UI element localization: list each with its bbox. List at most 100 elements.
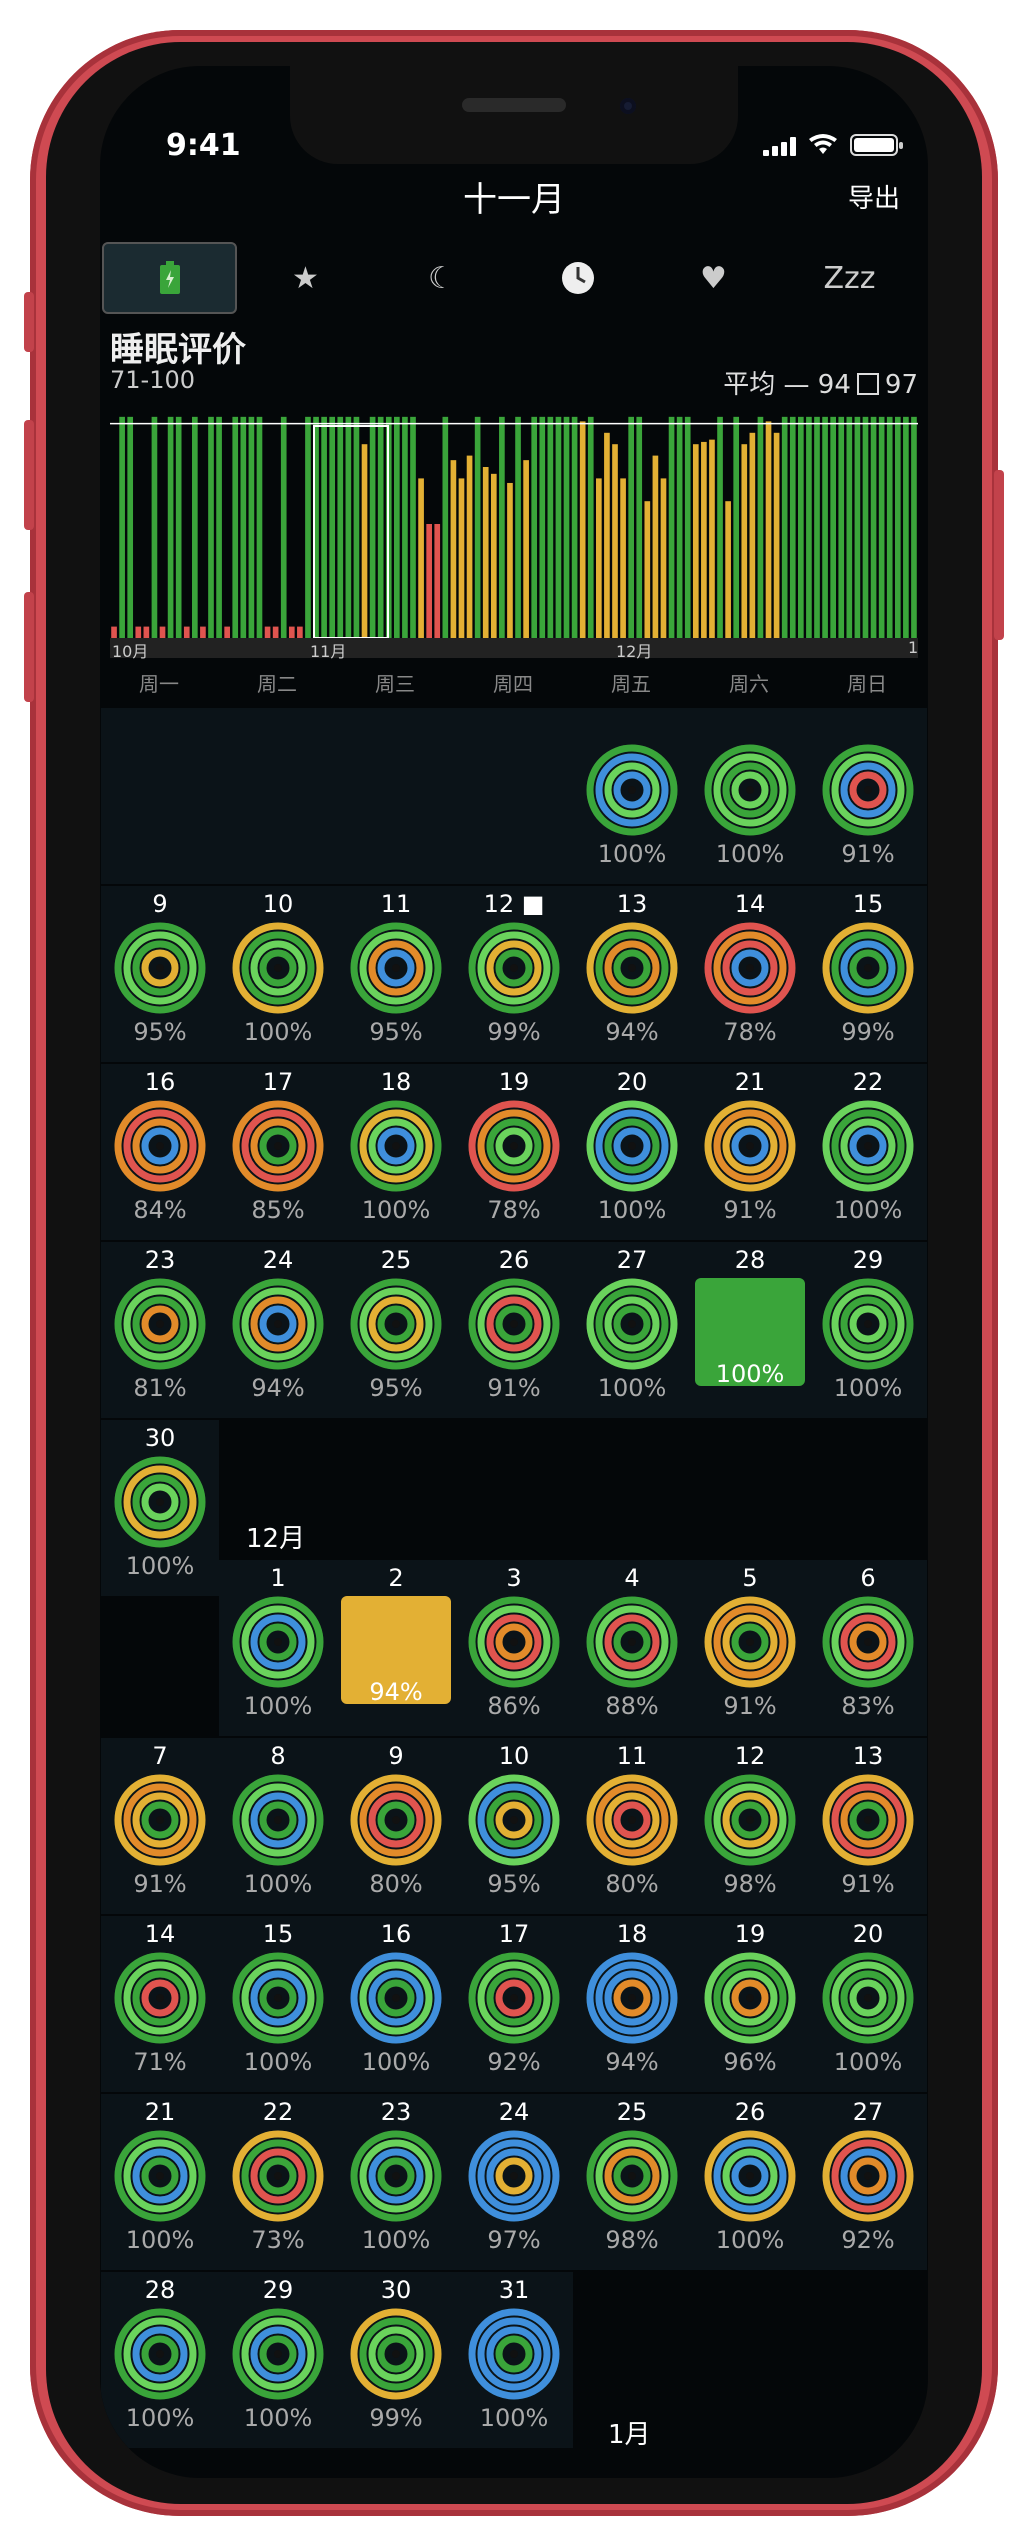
calendar-day-cell[interactable]: 13 94% bbox=[573, 886, 691, 1062]
chart-bar bbox=[822, 416, 828, 638]
calendar-day-cell[interactable]: 10 95% bbox=[455, 1738, 573, 1914]
calendar-day-cell[interactable]: 15 100% bbox=[219, 1916, 337, 2092]
calendar-day-cell[interactable]: 20 100% bbox=[573, 1064, 691, 1240]
calendar-day-cell[interactable]: 1 100% bbox=[219, 1560, 337, 1736]
tab-zzz[interactable]: Zzz bbox=[782, 242, 917, 314]
calendar-day-cell[interactable]: 23 81% bbox=[101, 1242, 219, 1418]
sleep-rings-icon bbox=[468, 1952, 560, 2044]
tab-moon[interactable]: ☾ bbox=[374, 242, 509, 314]
day-score: 84% bbox=[133, 1196, 187, 1224]
calendar-day-cell[interactable]: 18 100% bbox=[337, 1064, 455, 1240]
calendar-day-cell[interactable]: 10 100% bbox=[219, 886, 337, 1062]
calendar-day-cell[interactable]: 17 92% bbox=[455, 1916, 573, 2092]
calendar-day-cell[interactable]: 24 94% bbox=[219, 1242, 337, 1418]
calendar-day-cell[interactable]: 9 95% bbox=[101, 886, 219, 1062]
day-number: 18 bbox=[616, 1920, 648, 1948]
calendar-day-cell[interactable]: 31 100% bbox=[455, 2272, 573, 2448]
calendar-day-cell[interactable]: 19 78% bbox=[455, 1064, 573, 1240]
sleep-ring bbox=[731, 1623, 769, 1661]
calendar-day-cell[interactable]: 9 80% bbox=[337, 1738, 455, 1914]
calendar-day-cell[interactable]: 28 100% bbox=[101, 2272, 219, 2448]
sleep-ring bbox=[359, 1783, 433, 1857]
calendar-day-cell[interactable]: 6 83% bbox=[809, 1560, 927, 1736]
calendar-day-cell[interactable]: 29 100% bbox=[219, 2272, 337, 2448]
day-rings bbox=[822, 922, 914, 1014]
calendar-day-cell[interactable]: 4 88% bbox=[573, 1560, 691, 1736]
side-button-volume-down bbox=[24, 592, 34, 702]
tab-heart[interactable]: ♥ bbox=[646, 242, 781, 314]
sleep-rings-icon bbox=[468, 2130, 560, 2222]
calendar-day-cell[interactable]: 27 100% bbox=[573, 1242, 691, 1418]
calendar-day-cell[interactable]: 26 100% bbox=[691, 2094, 809, 2270]
chart-x-axis: 10月 11月 12月 1 bbox=[110, 638, 918, 661]
tab-star[interactable]: ★ bbox=[238, 242, 373, 314]
sleep-ring bbox=[377, 2157, 415, 2195]
calendar-day-cell[interactable]: 14 78% bbox=[691, 886, 809, 1062]
calendar-day-cell[interactable]: 25 98% bbox=[573, 2094, 691, 2270]
calendar-day-cell[interactable]: 20 100% bbox=[809, 1916, 927, 2092]
calendar-day-cell[interactable]: 29 100% bbox=[809, 1242, 927, 1418]
calendar-day-cell[interactable]: 26 91% bbox=[455, 1242, 573, 1418]
calendar-day-cell[interactable]: 23 100% bbox=[337, 2094, 455, 2270]
calendar-day-cell[interactable]: 100% bbox=[691, 708, 809, 884]
month-label-january: 1月 bbox=[608, 2420, 651, 2450]
export-button[interactable]: 导出 bbox=[847, 184, 900, 214]
chart-bar bbox=[628, 416, 634, 638]
day-score: 100% bbox=[715, 2226, 785, 2254]
selected-range-box[interactable] bbox=[313, 425, 389, 638]
day-score: 85% bbox=[251, 1196, 305, 1224]
calendar-day-cell[interactable]: 12 98% bbox=[691, 1738, 809, 1914]
calendar-empty-cell bbox=[219, 708, 337, 884]
sleep-ring bbox=[595, 1109, 669, 1183]
sleep-ring bbox=[123, 2139, 197, 2213]
calendar-day-cell[interactable]: 24 97% bbox=[455, 2094, 573, 2270]
day-number: 17 bbox=[262, 1068, 294, 1096]
calendar-day-cell[interactable]: 19 96% bbox=[691, 1916, 809, 2092]
day-rings bbox=[822, 2130, 914, 2222]
calendar-day-cell[interactable]: 27 92% bbox=[809, 2094, 927, 2270]
calendar-day-cell[interactable]: 3 86% bbox=[455, 1560, 573, 1736]
calendar-day-cell[interactable]: 17 85% bbox=[219, 1064, 337, 1240]
sleep-score-chart[interactable] bbox=[110, 400, 918, 638]
day-rings bbox=[114, 2130, 206, 2222]
day-number: 17 bbox=[498, 1920, 530, 1948]
calendar-day-cell[interactable]: 11 80% bbox=[573, 1738, 691, 1914]
calendar-day-cell[interactable]: 91% bbox=[809, 708, 927, 884]
calendar-day-cell[interactable]: 25 95% bbox=[337, 1242, 455, 1418]
calendar-day-cell[interactable]: 5 91% bbox=[691, 1560, 809, 1736]
day-rings bbox=[704, 1596, 796, 1688]
sleep-ring bbox=[704, 744, 796, 836]
calendar-day-cell[interactable]: 100% bbox=[573, 708, 691, 884]
calendar-day-cell[interactable]: 7 91% bbox=[101, 1738, 219, 1914]
sleep-ring bbox=[123, 1287, 197, 1361]
calendar-day-cell[interactable]: 16 84% bbox=[101, 1064, 219, 1240]
sleep-ring bbox=[822, 1952, 914, 2044]
calendar-day-cell[interactable]: 16 100% bbox=[337, 1916, 455, 2092]
chart-bar bbox=[620, 478, 626, 638]
calendar-day-cell[interactable]: 2 94% bbox=[337, 1560, 455, 1736]
calendar-day-cell[interactable]: 12 ■ 99% bbox=[455, 886, 573, 1062]
sleep-ring bbox=[141, 1483, 179, 1521]
calendar-day-cell[interactable]: 22 73% bbox=[219, 2094, 337, 2270]
calendar-day-cell[interactable]: 30 100% bbox=[101, 1420, 219, 1596]
calendar-day-cell[interactable]: 18 94% bbox=[573, 1916, 691, 2092]
sleep-rings-icon bbox=[586, 744, 678, 836]
calendar-day-cell[interactable]: 15 99% bbox=[809, 886, 927, 1062]
sleep-ring bbox=[831, 1783, 905, 1857]
calendar-day-cell[interactable]: 28 100% bbox=[691, 1242, 809, 1418]
calendar-day-cell[interactable]: 14 71% bbox=[101, 1916, 219, 2092]
day-score: 92% bbox=[841, 2226, 895, 2254]
calendar-day-cell[interactable]: 8 100% bbox=[219, 1738, 337, 1914]
calendar-day-cell[interactable]: 21 100% bbox=[101, 2094, 219, 2270]
calendar-day-cell[interactable]: 13 91% bbox=[809, 1738, 927, 1914]
chart-bar bbox=[167, 416, 174, 638]
sleep-ring bbox=[840, 762, 896, 818]
tab-clock[interactable] bbox=[510, 242, 645, 314]
tab-battery[interactable] bbox=[102, 242, 237, 314]
calendar-day-cell[interactable]: 22 100% bbox=[809, 1064, 927, 1240]
sleep-ring bbox=[259, 1127, 297, 1165]
calendar-day-cell[interactable]: 11 95% bbox=[337, 886, 455, 1062]
calendar-day-cell[interactable]: 30 99% bbox=[337, 2272, 455, 2448]
calendar-day-cell[interactable]: 21 91% bbox=[691, 1064, 809, 1240]
sleep-ring bbox=[250, 1970, 306, 2026]
